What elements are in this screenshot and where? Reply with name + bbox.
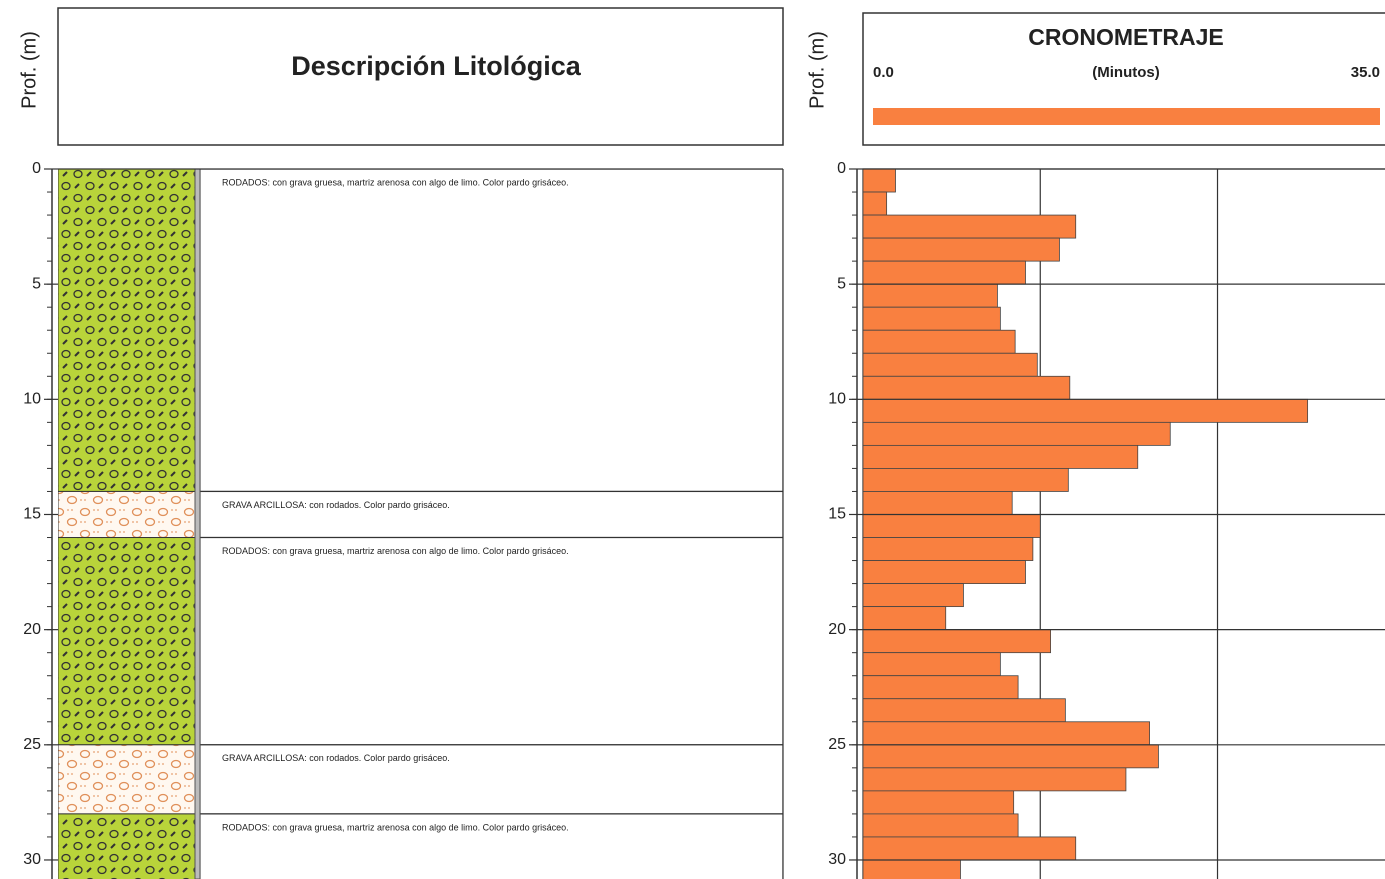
log-root: Prof. (m) Descripción Litológica RODADOS: … xyxy=(18,8,1385,879)
x-axis-label: (Minutos) xyxy=(1092,64,1159,81)
description-cell xyxy=(200,169,783,491)
bar xyxy=(863,422,1170,445)
bar xyxy=(863,514,1040,537)
y-tick-label: 0 xyxy=(32,160,41,177)
bar xyxy=(863,307,1000,330)
bar xyxy=(863,653,1000,676)
lithology-layer xyxy=(58,169,195,491)
y-tick-label: 20 xyxy=(828,621,846,638)
layer-description: RODADOS: con grava gruesa, martriz areno… xyxy=(222,546,569,556)
bar xyxy=(863,791,1014,814)
lithology-layer xyxy=(58,745,195,814)
y-tick-label: 5 xyxy=(837,275,846,292)
bar xyxy=(863,169,895,192)
chart-title: CRONOMETRAJE xyxy=(1028,24,1224,50)
lithology-layer xyxy=(58,491,195,537)
page: Prof. (m) Descripción Litológica RODADOS: … xyxy=(0,0,1385,879)
bar xyxy=(863,607,946,630)
bar xyxy=(863,837,1076,860)
bar xyxy=(863,192,887,215)
bar xyxy=(863,330,1015,353)
bar xyxy=(863,284,997,307)
legend-swatch xyxy=(873,108,1380,125)
bar xyxy=(863,768,1126,791)
bar xyxy=(863,561,1025,584)
header-title: Descripción Litológica xyxy=(291,51,582,81)
bar xyxy=(863,353,1037,376)
bar xyxy=(863,814,1018,837)
y-tick-label: 15 xyxy=(828,506,846,523)
y-tick-label: 30 xyxy=(828,851,846,868)
y-tick-label: 0 xyxy=(837,160,846,177)
layer-description: GRAVA ARCILLOSA: con rodados. Color pard… xyxy=(222,753,450,763)
bar xyxy=(863,630,1051,653)
bar xyxy=(863,745,1158,768)
lithology-layer xyxy=(58,538,195,745)
bar xyxy=(863,538,1033,561)
bar xyxy=(863,699,1065,722)
y-axis-label: Prof. (m) xyxy=(806,31,828,109)
layer-description: RODADOS: con grava gruesa, martriz areno… xyxy=(222,822,569,832)
column-separator xyxy=(195,169,200,879)
y-tick-label: 25 xyxy=(828,736,846,753)
bar xyxy=(863,215,1076,238)
description-cell xyxy=(200,491,783,537)
y-axis-label: Prof. (m) xyxy=(18,31,40,109)
x-tick-label: 35.0 xyxy=(1351,64,1380,81)
bar xyxy=(863,676,1018,699)
y-tick-label: 30 xyxy=(23,851,41,868)
bar xyxy=(863,860,960,879)
layer-description: GRAVA ARCILLOSA: con rodados. Color pard… xyxy=(222,500,450,510)
bar xyxy=(863,376,1070,399)
y-tick-label: 20 xyxy=(23,621,41,638)
y-tick-label: 10 xyxy=(828,391,846,408)
bar xyxy=(863,445,1138,468)
y-tick-label: 10 xyxy=(23,391,41,408)
lithology-layer xyxy=(58,814,195,879)
description-cell xyxy=(200,538,783,745)
y-tick-label: 25 xyxy=(23,736,41,753)
y-tick-label: 5 xyxy=(32,275,41,292)
bar xyxy=(863,399,1308,422)
y-tick-label: 15 xyxy=(23,506,41,523)
bar xyxy=(863,468,1068,491)
x-tick-label: 0.0 xyxy=(873,64,894,81)
layers: RODADOS: con grava gruesa, martriz areno… xyxy=(58,169,783,879)
bar xyxy=(863,491,1012,514)
layer-description: RODADOS: con grava gruesa, martriz areno… xyxy=(222,177,569,187)
bar xyxy=(863,261,1025,284)
bar xyxy=(863,238,1059,261)
bar xyxy=(863,722,1150,745)
bar xyxy=(863,584,963,607)
